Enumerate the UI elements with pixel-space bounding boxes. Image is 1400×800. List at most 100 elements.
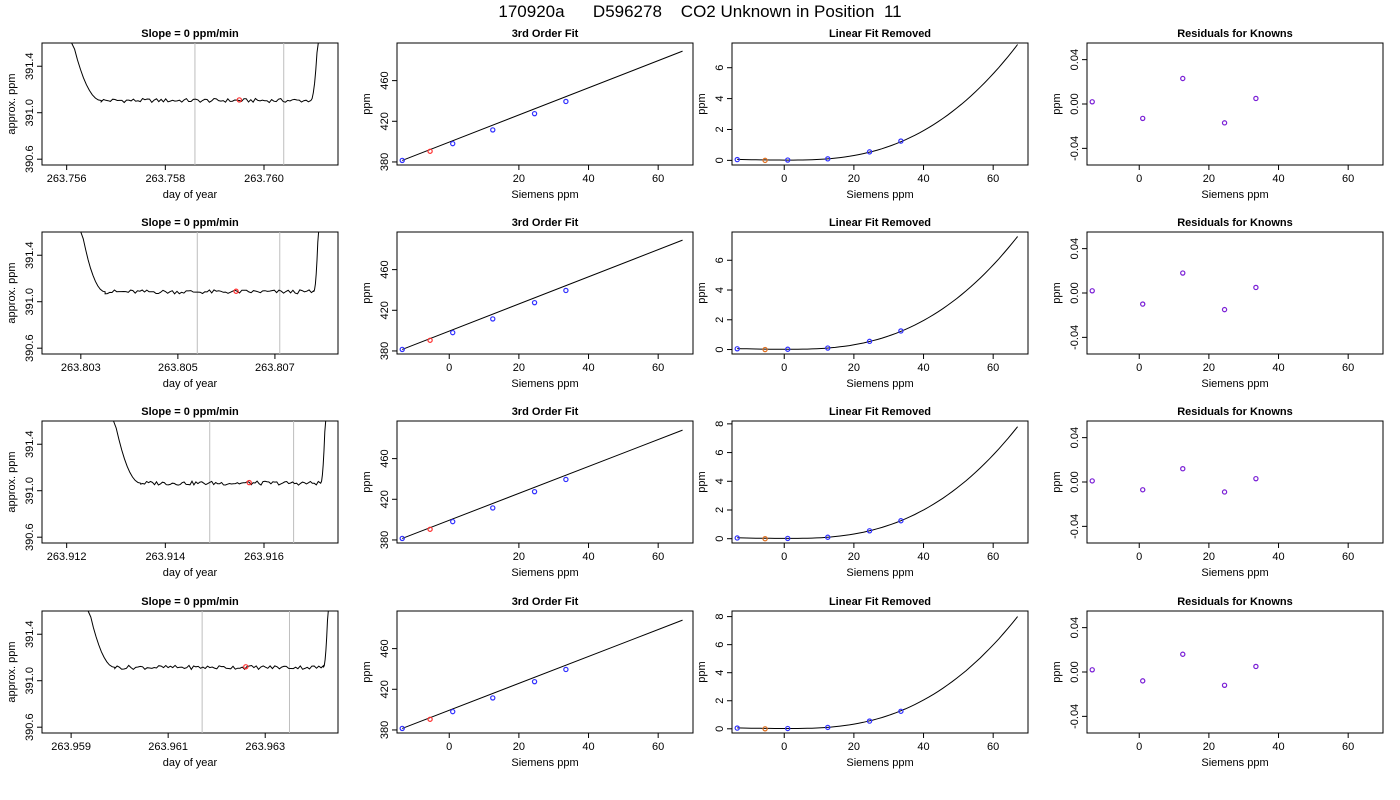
residual-point xyxy=(1221,120,1228,126)
known-point xyxy=(531,678,538,685)
known-point xyxy=(490,127,496,133)
residual-point xyxy=(1253,663,1259,670)
plot-frame xyxy=(41,231,339,355)
panel-title: Slope = 0 ppm/min xyxy=(141,28,239,40)
residual-curve xyxy=(737,426,1018,539)
plot-frame xyxy=(1086,610,1384,734)
panel-r2-c0: Slope = 0 ppm/min day of year approx. ppm 2… xyxy=(6,406,339,579)
panel-r0-c2: Linear Fit Removed Siemens ppm ppm 0 20 40 60 0… xyxy=(696,28,1029,201)
known-point xyxy=(825,156,831,162)
x-tick-label: 40 xyxy=(917,173,929,185)
known-point xyxy=(399,346,405,353)
panel-title: Slope = 0 ppm/min xyxy=(141,596,239,608)
panel-r1-c1: 3rd Order Fit Siemens ppm ppm 0 20 40 60 380 420… xyxy=(361,217,694,390)
x-axis-label: Siemens ppm xyxy=(511,189,578,201)
y-tick-label: 0 xyxy=(714,157,726,163)
y-tick-label: 2 xyxy=(714,507,726,513)
unknown-marker xyxy=(236,97,243,103)
known-point xyxy=(898,328,904,334)
panel-r0-c0: Slope = 0 ppm/min day of year approx. ppm 2… xyxy=(6,28,339,201)
y-tick-label: 390.6 xyxy=(24,145,36,173)
y-tick-label: 380 xyxy=(379,342,391,360)
unknown-point xyxy=(762,346,768,353)
x-tick-label: 60 xyxy=(652,551,664,563)
x-tick-label: 263.758 xyxy=(145,173,185,185)
plot-frame xyxy=(731,610,1029,734)
y-axis-label: ppm xyxy=(361,282,373,303)
unknown-point xyxy=(762,535,768,542)
x-tick-label: 60 xyxy=(652,741,664,753)
known-point xyxy=(785,157,791,163)
panel-r1-c3: Residuals for Knowns Siemens ppm ppm 0 20 40 6… xyxy=(1051,217,1384,390)
y-tick-label: 460 xyxy=(379,639,391,657)
panel-title: Linear Fit Removed xyxy=(829,28,931,40)
x-tick-label: 40 xyxy=(1272,741,1284,753)
x-tick-label: 20 xyxy=(513,741,525,753)
y-tick-label: 0.00 xyxy=(1069,471,1081,492)
y-tick-label: 391.4 xyxy=(24,52,36,80)
y-tick-label: 2 xyxy=(714,317,726,323)
residual-point xyxy=(1253,475,1259,482)
known-point xyxy=(734,535,740,541)
fit-curve xyxy=(402,239,683,350)
panel-r1-c0: Slope = 0 ppm/min day of year approx. ppm 2… xyxy=(6,217,339,390)
known-point xyxy=(531,110,538,117)
y-tick-label: -0.04 xyxy=(1069,704,1081,729)
known-point xyxy=(450,329,456,336)
y-tick-label: 380 xyxy=(379,531,391,549)
x-tick-label: 263.961 xyxy=(148,741,188,753)
x-axis-label: Siemens ppm xyxy=(1201,378,1268,390)
residual-point xyxy=(1180,270,1186,276)
x-tick-label: 0 xyxy=(1136,551,1142,563)
residual-point xyxy=(1140,115,1146,122)
y-tick-label: 420 xyxy=(379,490,391,508)
y-tick-label: 391.4 xyxy=(24,241,36,269)
known-point xyxy=(825,724,831,731)
x-tick-label: 20 xyxy=(513,173,525,185)
known-point xyxy=(563,98,569,105)
unknown-point xyxy=(762,726,768,732)
x-tick-label: 0 xyxy=(1136,741,1142,753)
panel-r3-c1: 3rd Order Fit Siemens ppm ppm 0 20 40 60 380 420… xyxy=(361,596,694,769)
y-axis-label: ppm xyxy=(696,93,708,114)
y-axis-label: ppm xyxy=(696,661,708,682)
x-tick-label: 40 xyxy=(582,362,594,374)
residual-point xyxy=(1180,75,1186,82)
x-tick-label: 40 xyxy=(1272,173,1284,185)
x-axis-label: day of year xyxy=(163,378,218,390)
y-axis-label: approx. ppm xyxy=(6,451,18,512)
panel-title: Slope = 0 ppm/min xyxy=(141,217,239,229)
x-tick-label: 40 xyxy=(917,362,929,374)
concentration-trace xyxy=(71,42,319,104)
panel-r2-c2: Linear Fit Removed Siemens ppm ppm 0 20 40 60 0… xyxy=(696,406,1029,579)
y-tick-label: 6 xyxy=(714,450,726,456)
y-tick-label: 6 xyxy=(714,257,726,263)
y-tick-label: 391.4 xyxy=(24,430,36,458)
x-tick-label: 20 xyxy=(848,362,860,374)
x-tick-label: 40 xyxy=(582,551,594,563)
x-tick-label: 263.807 xyxy=(255,362,295,374)
plot-frame xyxy=(41,610,339,734)
x-axis-label: Siemens ppm xyxy=(846,189,913,201)
y-tick-label: 0.04 xyxy=(1069,427,1081,448)
x-tick-label: 20 xyxy=(1203,741,1215,753)
panel-title: Linear Fit Removed xyxy=(829,596,931,608)
y-tick-label: 390.6 xyxy=(24,334,36,362)
y-tick-label: 8 xyxy=(714,614,726,620)
unknown-point xyxy=(427,148,433,154)
x-tick-label: 0 xyxy=(446,741,452,753)
y-tick-label: 0.04 xyxy=(1069,238,1081,259)
x-tick-label: 60 xyxy=(652,362,664,374)
x-tick-label: 40 xyxy=(1272,551,1284,563)
known-point xyxy=(898,138,904,144)
concentration-trace xyxy=(113,420,327,486)
panel-r0-c3: Residuals for Knowns Siemens ppm ppm 0 20 40 6… xyxy=(1051,28,1384,201)
plot-frame xyxy=(396,610,694,734)
y-tick-label: 420 xyxy=(379,680,391,698)
known-point xyxy=(450,518,456,525)
x-axis-label: day of year xyxy=(163,757,218,769)
known-point xyxy=(734,346,740,352)
known-point xyxy=(490,695,496,701)
y-tick-label: 420 xyxy=(379,112,391,130)
